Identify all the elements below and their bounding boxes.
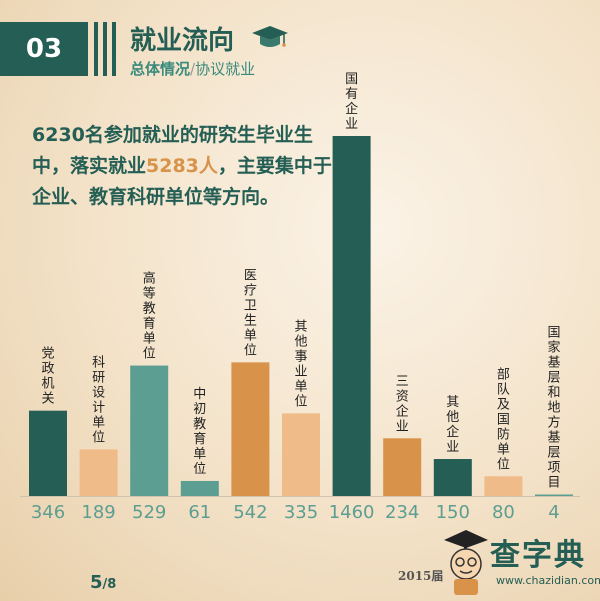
footer-year: 2015届 <box>398 569 444 583</box>
value-label: 61 <box>188 502 211 523</box>
bar <box>433 459 472 496</box>
value-label: 346 <box>31 502 65 523</box>
bar <box>180 480 219 496</box>
category-label: 三资企业 <box>396 374 409 434</box>
bar <box>535 494 573 496</box>
bar <box>29 410 67 496</box>
value-label: 542 <box>233 502 267 523</box>
page-total: 8 <box>107 577 117 592</box>
intro-highlight: 5283人 <box>146 155 218 177</box>
page-current: 5 <box>90 572 103 593</box>
value-label: 529 <box>132 502 166 523</box>
bar <box>130 365 169 496</box>
bar <box>383 438 422 496</box>
bar <box>332 136 371 496</box>
logo-text: 查字典 <box>490 538 586 573</box>
value-label: 80 <box>492 502 515 523</box>
bar <box>231 362 270 496</box>
bar <box>282 413 320 496</box>
bar <box>484 476 523 496</box>
value-label: 335 <box>284 502 318 523</box>
value-label: 234 <box>385 502 419 523</box>
site-logo: 查字典 www.chazidian.com <box>440 522 600 601</box>
page-separator: / <box>102 577 108 592</box>
bar <box>79 449 118 496</box>
subtitle-separator: / <box>190 60 196 78</box>
page-indicator: 5/8 <box>90 572 116 593</box>
value-label: 189 <box>81 502 115 523</box>
graduation-cap-icon <box>252 26 288 47</box>
intro-text: 6230名参加就业的研究生毕业生中，落实就业5283人，主要集中于企业、教育科研… <box>32 120 332 213</box>
section-number: 03 <box>25 34 63 64</box>
value-label: 150 <box>436 502 470 523</box>
category-label: 医疗卫生单位 <box>244 268 257 358</box>
page-title: 就业流向 <box>130 26 235 56</box>
value-label: 1460 <box>329 502 375 523</box>
intro-part1: 6230名参加就业的研究生毕业生中，落实就业 <box>32 124 313 177</box>
subtitle-sub: 协议就业 <box>195 60 256 78</box>
category-label: 中初教育单位 <box>193 387 206 477</box>
section-number-badge: 03 <box>0 22 88 76</box>
category-label: 国家基层和地方基层项目 <box>547 326 560 491</box>
intro-part2: ，主要集中于企业、教育科研单位等方向。 <box>32 155 332 208</box>
subtitle-main: 总体情况 <box>130 60 191 78</box>
category-label: 其他企业 <box>446 395 459 455</box>
category-label: 科研设计单位 <box>92 355 105 445</box>
category-label: 其他事业单位 <box>294 319 307 409</box>
logo-url: www.chazidian.com <box>496 574 600 587</box>
category-label: 党政机关 <box>41 347 54 407</box>
category-label: 国有企业 <box>345 72 358 132</box>
value-label: 4 <box>548 502 559 523</box>
page-subtitle: 总体情况/协议就业 <box>130 58 255 79</box>
category-label: 高等教育单位 <box>143 271 156 362</box>
mascot-icon <box>444 530 488 595</box>
category-label: 部队及国防单位 <box>497 367 510 472</box>
